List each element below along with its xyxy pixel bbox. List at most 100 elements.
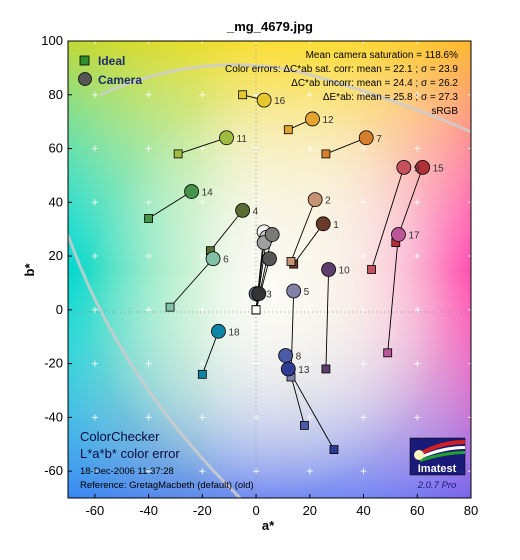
grid-mark [91, 360, 98, 367]
grid-mark [253, 253, 260, 260]
patch-number-label: 12 [322, 115, 334, 126]
x-axis-label: a* [262, 518, 275, 533]
patch-number-label: 9 [414, 163, 420, 174]
plot-frame [67, 40, 472, 499]
grid-mark [360, 414, 367, 421]
x-tick-label: 40 [356, 503, 370, 518]
grid-mark [199, 414, 206, 421]
patch-number-label: 14 [202, 188, 214, 199]
grid-mark [414, 41, 421, 44]
camera-patch-marker [358, 130, 374, 146]
camera-patch-marker [396, 159, 412, 175]
camera-patch-marker [262, 251, 277, 267]
annotation-saturation: Mean camera saturation = 118.6% [306, 50, 459, 61]
grid-mark [145, 145, 152, 152]
grid-mark [253, 199, 260, 206]
ideal-patch-marker [383, 348, 393, 358]
grid-mark [199, 199, 206, 206]
camera-patch-marker [219, 130, 234, 146]
gamut-boundary-top [99, 63, 471, 134]
camera-patch-marker [391, 227, 406, 242]
logo-sun-icon [414, 450, 424, 460]
grid-mark [468, 199, 471, 206]
camera-patch-marker [315, 216, 331, 232]
camera-patch-marker [205, 251, 221, 267]
grid-mark [306, 360, 313, 367]
patch-error-line [178, 137, 227, 155]
patch-number-label: 15 [433, 163, 445, 174]
y-tick-label: 20 [49, 248, 63, 263]
grid-mark [199, 91, 206, 98]
grid-mark [91, 91, 98, 98]
grid-mark [468, 91, 471, 98]
patch-number-label: 16 [274, 96, 286, 107]
grid-mark [91, 468, 98, 475]
grid-mark [91, 41, 98, 44]
grid-marks [91, 41, 471, 475]
grid-mark [145, 199, 152, 206]
grid-mark [468, 145, 471, 152]
legend-ideal-square [79, 55, 90, 66]
ideal-patch-marker [173, 149, 183, 159]
patch-number-label: 17 [408, 231, 420, 242]
patch-error-line [201, 331, 219, 375]
patch-number-label: 5 [304, 287, 310, 298]
camera-patch-marker [251, 286, 267, 302]
grid-mark [360, 41, 367, 44]
ideal-patch-marker [283, 125, 293, 135]
grid-mark [414, 306, 421, 313]
grid-mark [306, 253, 313, 260]
grid-mark [468, 253, 471, 260]
grid-mark [199, 41, 206, 44]
grid-mark [145, 360, 152, 367]
ideal-patch-marker [251, 305, 261, 315]
x-axis-ticks: -60 -40 -20 0 20 40 60 80 [85, 494, 478, 518]
grid-mark [91, 306, 98, 313]
grid-mark [145, 253, 152, 260]
patch-number-label: 1 [333, 220, 339, 231]
ideal-patch-marker [165, 302, 175, 312]
grid-mark [199, 360, 206, 367]
grid-mark [414, 91, 421, 98]
grid-mark [468, 414, 471, 421]
grid-mark [468, 306, 471, 313]
grid-mark [199, 468, 206, 475]
grid-mark [468, 468, 471, 475]
ideal-patch-marker [321, 149, 331, 159]
patch-number-label: 6 [223, 255, 229, 266]
grid-mark [306, 468, 313, 475]
grid-mark [468, 360, 471, 367]
camera-patch-marker [256, 92, 272, 108]
grid-mark [414, 145, 421, 152]
gamut-boundary-left [68, 234, 242, 498]
grid-mark [306, 414, 313, 421]
plot-bg-center-glow [68, 41, 471, 498]
grid-mark [414, 253, 421, 260]
x-tick-label: 20 [303, 503, 317, 518]
grid-mark [199, 145, 206, 152]
camera-patch-marker [415, 159, 431, 175]
grid-mark [306, 91, 313, 98]
camera-patch-marker [184, 184, 199, 199]
camera-patch-marker [280, 361, 296, 377]
camera-patch-marker [264, 227, 280, 242]
grid-mark [360, 360, 367, 367]
grid-mark [414, 414, 421, 421]
patch-error-line [148, 191, 192, 219]
x-tick-label: -60 [85, 503, 104, 518]
patch-error-line [255, 258, 270, 310]
grid-mark [91, 145, 98, 152]
grid-mark [360, 91, 367, 98]
grid-mark [306, 145, 313, 152]
grid-mark [199, 253, 206, 260]
patch-error-line [287, 368, 335, 450]
camera-patch-marker [305, 111, 320, 127]
imatest-logo: Imatest 2.0.7 Pro [409, 437, 466, 491]
y-tick-label: -20 [44, 356, 63, 371]
legend: Ideal Camera [78, 54, 142, 87]
y-axis-label: b* [22, 263, 37, 277]
camera-patch-marker [286, 283, 302, 299]
y-tick-label: 40 [49, 194, 63, 209]
y-tick-label: 100 [41, 33, 63, 48]
